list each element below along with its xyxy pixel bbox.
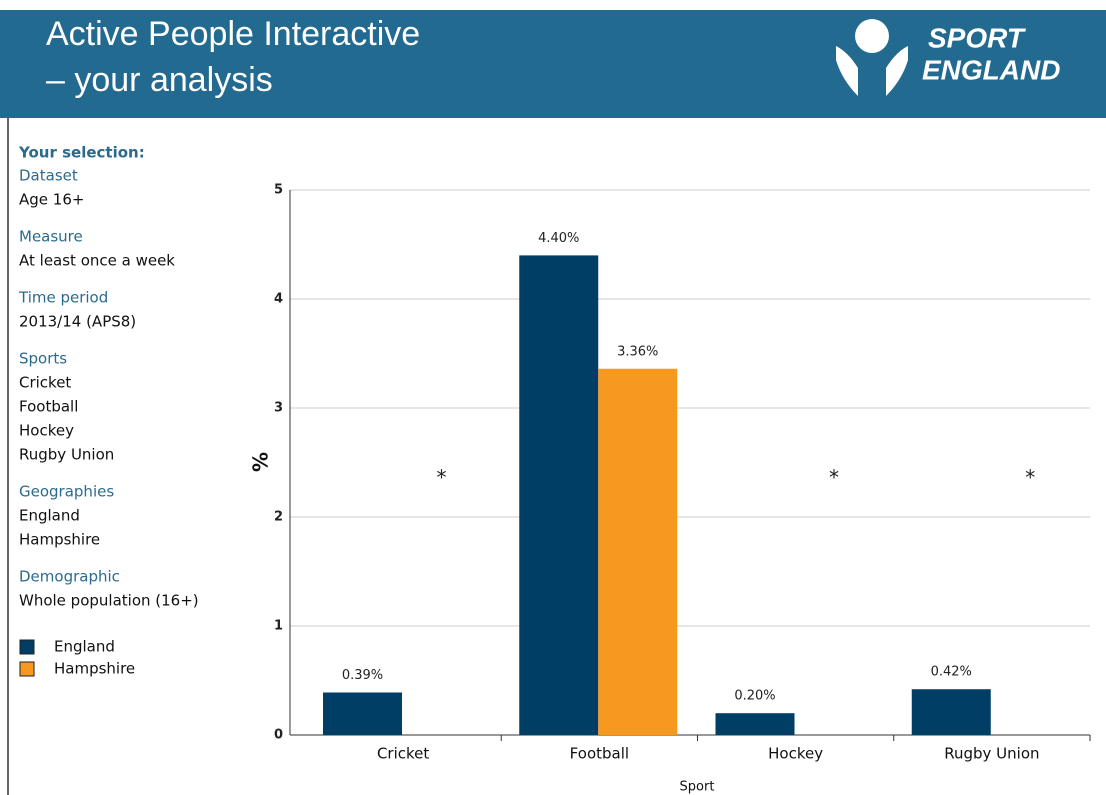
y-tick-label: 2 [274,510,283,525]
selection-label: Dataset [19,167,78,185]
x-axis-title: Sport [680,780,715,795]
legend-label: Hampshire [54,660,135,678]
selection-value: Rugby Union [19,446,114,464]
selection-value: Football [19,398,78,416]
data-label: 0.20% [734,689,775,704]
legend-swatch [19,639,35,655]
y-tick-label: 4 [274,292,283,307]
x-tick-label: Hockey [768,745,823,763]
bar [323,692,402,735]
suppressed-marker: * [437,465,447,489]
selection-value: England [19,507,80,525]
selection-label: Time period [18,289,108,307]
selection-value: 2013/14 (APS8) [19,313,136,331]
y-axis-title: % [249,452,273,472]
x-tick-label: Football [570,745,629,763]
header-title: – your analysis [46,61,273,99]
y-tick-label: 1 [274,619,283,634]
logo-text: ENGLAND [922,54,1060,85]
legend-swatch [19,661,35,677]
logo-icon [836,19,908,96]
y-tick-label: 0 [274,728,283,743]
suppressed-marker: * [829,465,839,489]
legend-label: England [54,638,115,656]
y-tick-label: 3 [274,401,283,416]
sidebar-heading: Your selection: [18,144,145,162]
header-band [0,10,1106,118]
selection-label: Measure [19,228,83,246]
selection-value: Hampshire [19,531,100,549]
selection-value: Cricket [19,374,71,392]
data-label: 0.39% [342,668,383,683]
suppressed-marker: * [1025,465,1035,489]
header-title: Active People Interactive [46,15,420,53]
selection-value: At least once a week [19,252,175,270]
selection-value: Age 16+ [19,191,84,209]
logo-text: SPORT [928,22,1027,53]
selection-value: Whole population (16+) [19,592,199,610]
x-tick-label: Cricket [377,745,429,763]
bar [715,713,795,735]
selection-value: Hockey [19,422,74,440]
selection-label: Demographic [19,568,120,586]
bar [911,689,991,735]
data-label: 4.40% [538,231,579,246]
y-tick-label: 5 [274,183,283,198]
bar [519,255,599,735]
selection-label: Geographies [19,483,114,501]
data-label: 0.42% [931,665,972,680]
data-label: 3.36% [617,344,658,359]
bar [598,368,678,735]
x-tick-label: Rugby Union [944,745,1039,763]
selection-label: Sports [19,350,67,368]
